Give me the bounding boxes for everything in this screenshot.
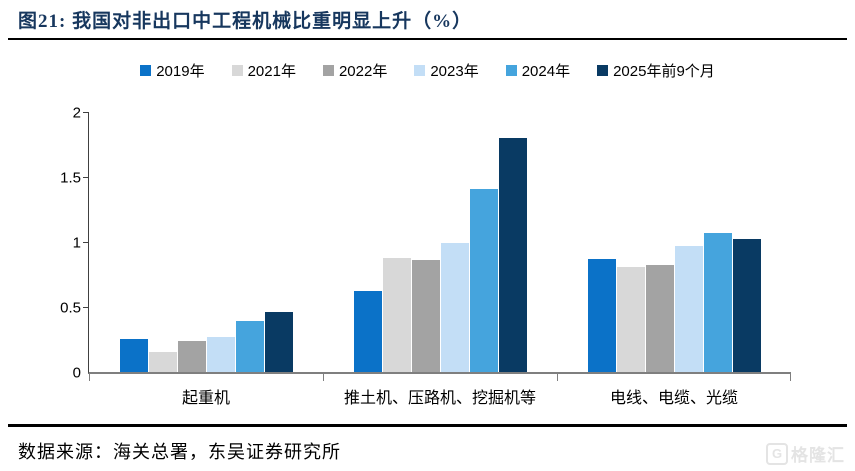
legend-label: 2025年前9个月 — [613, 63, 715, 80]
legend-label: 2023年 — [430, 63, 479, 80]
bar-2022年-起重机 — [177, 341, 206, 372]
x-axis-tick-mark — [323, 374, 324, 381]
bar-2019年-起重机 — [119, 339, 148, 372]
bar-2019年-电线、电缆、光缆 — [587, 259, 616, 372]
legend-swatch-icon — [322, 65, 334, 76]
data-source-note: 数据来源：海关总署，东吴证券研究所 — [18, 442, 341, 462]
y-axis-tick-mark — [83, 242, 89, 243]
gelonghui-watermark: G 格隆汇 — [766, 441, 845, 466]
bar-2024年-起重机 — [235, 321, 264, 372]
bar-2025年前9个月-起重机 — [264, 312, 293, 372]
y-axis-tick-mark — [83, 112, 89, 113]
bar-2023年-电线、电缆、光缆 — [674, 246, 703, 372]
legend-swatch-icon — [597, 65, 609, 76]
footer-divider — [8, 424, 847, 427]
gelonghui-logo-icon: G — [766, 442, 788, 465]
y-axis-tick-label: 2 — [72, 104, 81, 122]
legend-swatch-icon — [505, 65, 517, 76]
legend-swatch-icon — [231, 65, 243, 76]
legend-item-2021年: 2021年 — [231, 60, 296, 81]
y-axis-tick-label: 0 — [72, 364, 81, 382]
bar-2024年-推土机、压路机、挖掘机等 — [469, 189, 498, 372]
bar-group-起重机 — [89, 112, 323, 372]
watermark-label: 格隆汇 — [791, 446, 845, 465]
bar-2021年-推土机、压路机、挖掘机等 — [382, 258, 411, 372]
bar-2022年-推土机、压路机、挖掘机等 — [411, 260, 440, 372]
legend-swatch-icon — [414, 65, 426, 76]
bar-2025年前9个月-推土机、压路机、挖掘机等 — [498, 138, 527, 372]
legend-item-2023年: 2023年 — [414, 60, 479, 81]
y-axis-tick-label: 0.5 — [60, 299, 81, 317]
x-axis-tick-mark — [557, 374, 558, 381]
bar-2025年前9个月-电线、电缆、光缆 — [732, 239, 761, 372]
bar-2021年-起重机 — [148, 352, 177, 372]
chart-legend: 2019年 2021年 2022年 2023年 2024年 2025年前9个月 — [0, 60, 855, 81]
x-axis-tick-mark — [89, 374, 90, 381]
bar-group-电线、电缆、光缆 — [557, 112, 791, 372]
x-axis-tick-mark — [790, 374, 791, 381]
bar-group-推土机、压路机、挖掘机等 — [323, 112, 557, 372]
bar-2024年-电线、电缆、光缆 — [703, 233, 732, 372]
legend-label: 2021年 — [247, 63, 296, 80]
y-axis-tick-label: 1.5 — [60, 169, 81, 187]
legend-swatch-icon — [140, 65, 152, 76]
bar-2021年-电线、电缆、光缆 — [616, 267, 645, 372]
chart-title: 图21: 我国对非出口中工程机械比重明显上升（%） — [18, 11, 473, 32]
y-axis-tick-mark — [83, 307, 89, 308]
legend-label: 2024年 — [521, 63, 571, 80]
legend-item-2022年: 2022年 — [322, 60, 388, 81]
bar-2023年-推土机、压路机、挖掘机等 — [440, 243, 469, 372]
bar-2019年-推土机、压路机、挖掘机等 — [353, 291, 382, 372]
bar-2023年-起重机 — [206, 337, 235, 372]
legend-item-2024年: 2024年 — [505, 60, 571, 81]
plot-area: 起重机 推土机、压路机、挖掘机等 电线、电缆、光缆 0 0.5 1 1.5 2 — [60, 106, 791, 407]
legend-label: 2022年 — [338, 63, 388, 80]
category-label-推土机、压路机、挖掘机等: 推土机、压路机、挖掘机等 — [343, 390, 537, 407]
legend-item-2019年: 2019年 — [140, 60, 205, 81]
category-label-电线、电缆、光缆: 电线、电缆、光缆 — [609, 390, 739, 407]
y-axis-tick-label: 1 — [72, 234, 81, 252]
y-axis-tick-mark — [83, 177, 89, 178]
legend-item-2025年前9个月: 2025年前9个月 — [597, 60, 715, 81]
title-divider — [8, 38, 847, 40]
category-label-起重机: 起重机 — [181, 390, 231, 407]
legend-label: 2019年 — [156, 63, 205, 80]
bar-2022年-电线、电缆、光缆 — [645, 265, 674, 372]
